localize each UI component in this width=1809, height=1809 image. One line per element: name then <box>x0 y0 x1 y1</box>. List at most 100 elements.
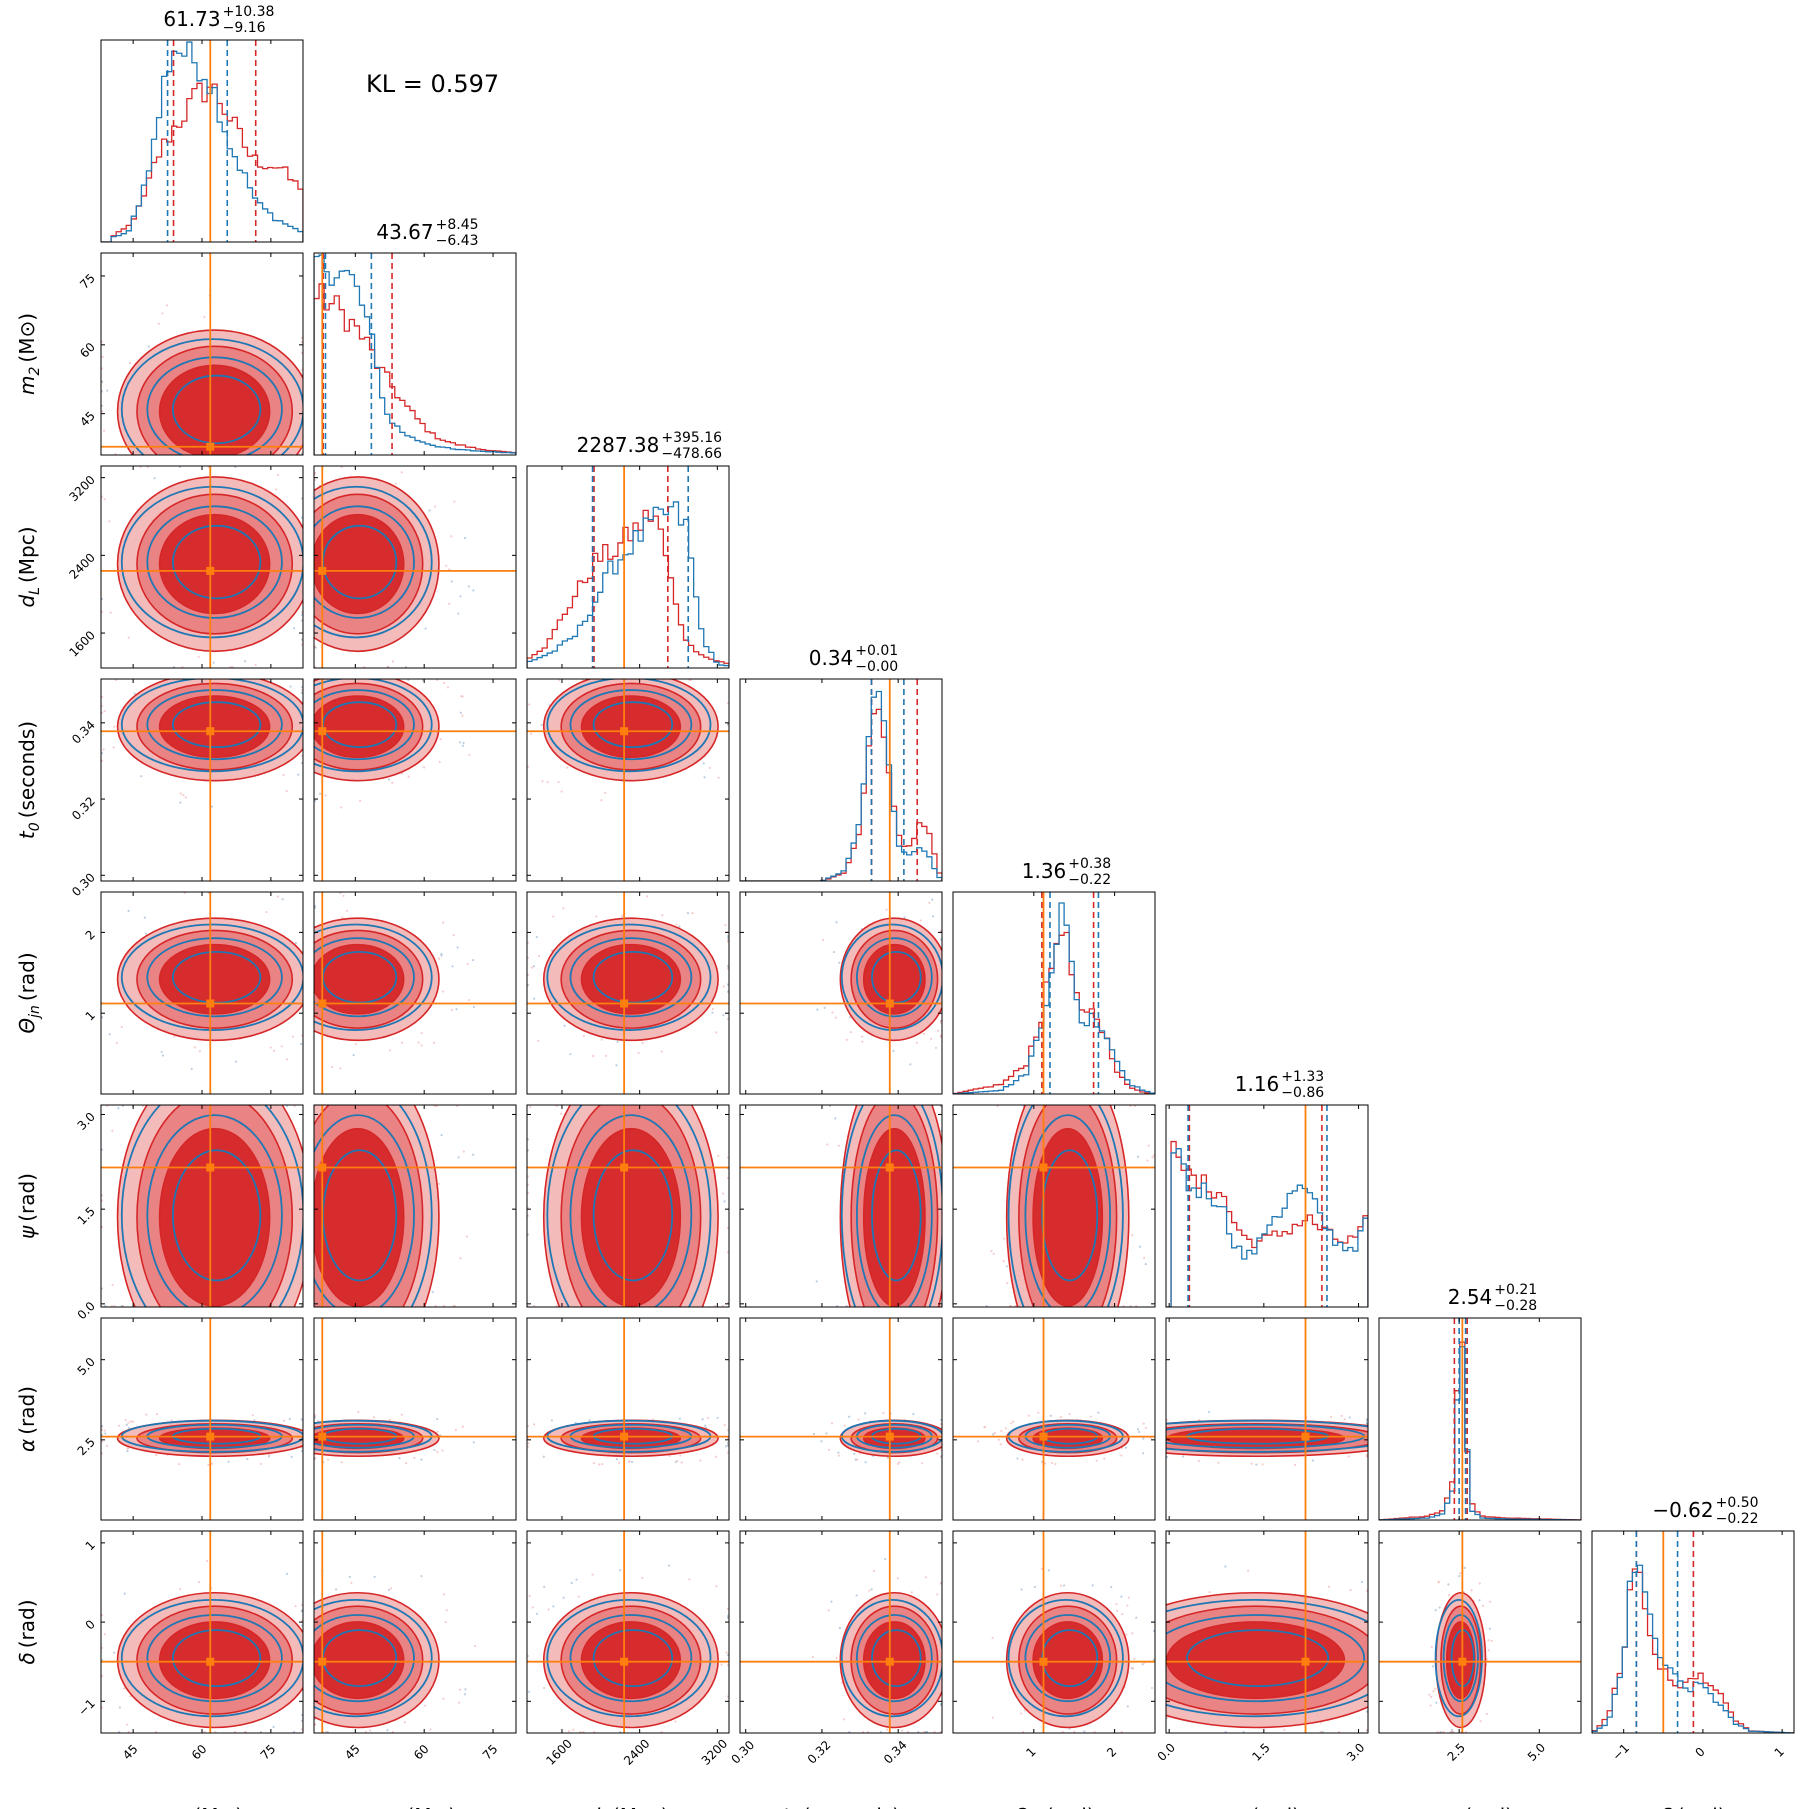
contour-blue-0 <box>1434 1599 1483 1718</box>
contour-blue-1 <box>146 937 283 1018</box>
hist-blue-delta <box>1592 1564 1794 1733</box>
marginal-m2: 43.67 +8.45−6.43 <box>313 217 517 456</box>
contour-blue-2 <box>171 1149 262 1282</box>
joint-m2-alpha <box>313 1317 517 1521</box>
panel-frame <box>739 678 943 882</box>
contour-blue-0 <box>1007 1599 1124 1718</box>
joint-m2-delta <box>313 1530 517 1734</box>
y-axis-label-thetajn: Θjn(rad) <box>15 952 43 1033</box>
marginal-title-plus-m2: +8.45 <box>436 217 479 233</box>
contour-red-2 <box>314 695 405 759</box>
marginal-title-dl: 2287.38 <box>577 433 660 457</box>
contour-blue-0 <box>314 679 433 773</box>
contour-red-2 <box>862 1621 926 1700</box>
panel-frame <box>313 1317 517 1521</box>
contour-blue-1 <box>856 937 933 1018</box>
truth-marker <box>318 1163 327 1172</box>
joint-dl-alpha <box>526 1317 730 1521</box>
truth-marker <box>318 727 327 736</box>
panel-frame <box>1165 1317 1369 1521</box>
marginal-title-t0: 0.34 <box>809 646 854 670</box>
contour-blue-1 <box>1166 1614 1366 1703</box>
contour-blue-0 <box>1166 1599 1368 1718</box>
contour-red-2 <box>580 695 682 759</box>
contour-blue-2 <box>171 701 262 749</box>
y-tick-psi-2: 3.0 <box>75 1110 98 1133</box>
y-tick-m2-1: 60 <box>77 340 98 361</box>
y-tick-m2-0: 45 <box>77 409 98 430</box>
joint-m2-thetajn <box>313 891 517 1095</box>
x-axis-label-m1: m1(M⊙) <box>161 1804 243 1809</box>
contour-blue-2 <box>171 524 262 600</box>
contour-blue-0 <box>120 1599 303 1718</box>
contour-blue-2 <box>171 1629 262 1688</box>
joint-m1-dl <box>100 465 304 669</box>
x-tick-delta-0: −1 <box>1610 1741 1632 1763</box>
marginal-title-plus-dl: +395.16 <box>661 430 722 446</box>
x-tick-psi-2: 3.0 <box>1344 1740 1367 1763</box>
panel-frame <box>526 1104 730 1308</box>
marginal-title-m1: 61.73 <box>163 7 220 31</box>
panel-frame <box>739 1317 943 1521</box>
joint-m1-m2 <box>100 252 304 456</box>
x-tick-m1-1: 60 <box>189 1742 210 1763</box>
joint-m2-dl <box>313 465 517 669</box>
truth-marker <box>620 1163 629 1172</box>
x-tick-delta-1: 0 <box>1692 1745 1707 1760</box>
truth-marker <box>318 566 327 575</box>
x-tick-m2-1: 60 <box>411 1742 432 1763</box>
y-tick-alpha-1: 5.0 <box>75 1355 98 1378</box>
contour-blue-0 <box>840 923 942 1031</box>
contour-blue-2 <box>592 1149 674 1282</box>
contour-blue-0 <box>546 923 712 1031</box>
marginal-title-minus-psi: −0.86 <box>1281 1085 1324 1101</box>
contour-blue-0 <box>120 679 303 773</box>
contour-red-2 <box>314 513 405 615</box>
joint-m2-t0 <box>313 678 517 882</box>
panel-frame <box>739 1104 943 1308</box>
truth-marker <box>1301 1432 1310 1441</box>
y-tick-m2-2: 75 <box>77 271 98 292</box>
x-axis-label-thetajn: Θjn(rad) <box>1013 1804 1094 1809</box>
y-tick-delta-1: 0 <box>83 1617 98 1632</box>
marginal-title-minus-delta: −0.22 <box>1716 1511 1759 1527</box>
truth-marker <box>620 1432 629 1441</box>
panel-frame <box>313 891 517 1095</box>
y-tick-dl-0: 1600 <box>66 628 97 659</box>
truth-marker <box>620 727 629 736</box>
panel-frame <box>1165 1530 1369 1734</box>
y-tick-delta-0: −1 <box>76 1696 98 1718</box>
marginal-title-m2: 43.67 <box>376 220 433 244</box>
y-tick-t0-0: 0.30 <box>69 870 98 899</box>
contour-blue-0 <box>840 1105 942 1307</box>
panel-frame <box>313 1104 517 1308</box>
x-axis-label-alpha: α(rad) <box>1447 1804 1513 1809</box>
contour-blue-0 <box>314 485 433 639</box>
x-tick-t0-1: 0.32 <box>805 1738 834 1767</box>
joint-dl-delta <box>526 1530 730 1734</box>
truth-marker <box>206 727 215 736</box>
contour-blue-0 <box>1007 1105 1124 1307</box>
truth-marker <box>206 566 215 575</box>
hist-blue-psi <box>1166 1148 1368 1307</box>
panel-frame <box>952 1530 1156 1734</box>
y-tick-thetajn-1: 2 <box>83 927 98 942</box>
contour-blue-1 <box>314 689 415 761</box>
marginal-title-plus-t0: +0.01 <box>855 643 898 659</box>
marginal-m1: 61.73 +10.38−9.16 <box>100 4 304 243</box>
y-tick-thetajn-0: 1 <box>83 1008 98 1023</box>
contour-blue-1 <box>569 937 693 1018</box>
panel-frame <box>526 1530 730 1734</box>
truth-marker <box>1301 1657 1310 1666</box>
y-axis-label-alpha: α(rad) <box>15 1386 39 1452</box>
marginal-title-alpha: 2.54 <box>1448 1285 1493 1309</box>
x-axis-label-m2: m2(M⊙) <box>374 1804 456 1809</box>
joint-t0-psi <box>739 1104 943 1308</box>
marginal-title-minus-m2: −6.43 <box>436 233 479 249</box>
truth-marker <box>318 999 327 1008</box>
contour-red-2 <box>158 364 271 455</box>
truth-marker <box>206 1163 215 1172</box>
truth-marker <box>885 1163 894 1172</box>
x-tick-t0-2: 0.34 <box>881 1738 910 1767</box>
contour-blue-1 <box>314 505 415 619</box>
